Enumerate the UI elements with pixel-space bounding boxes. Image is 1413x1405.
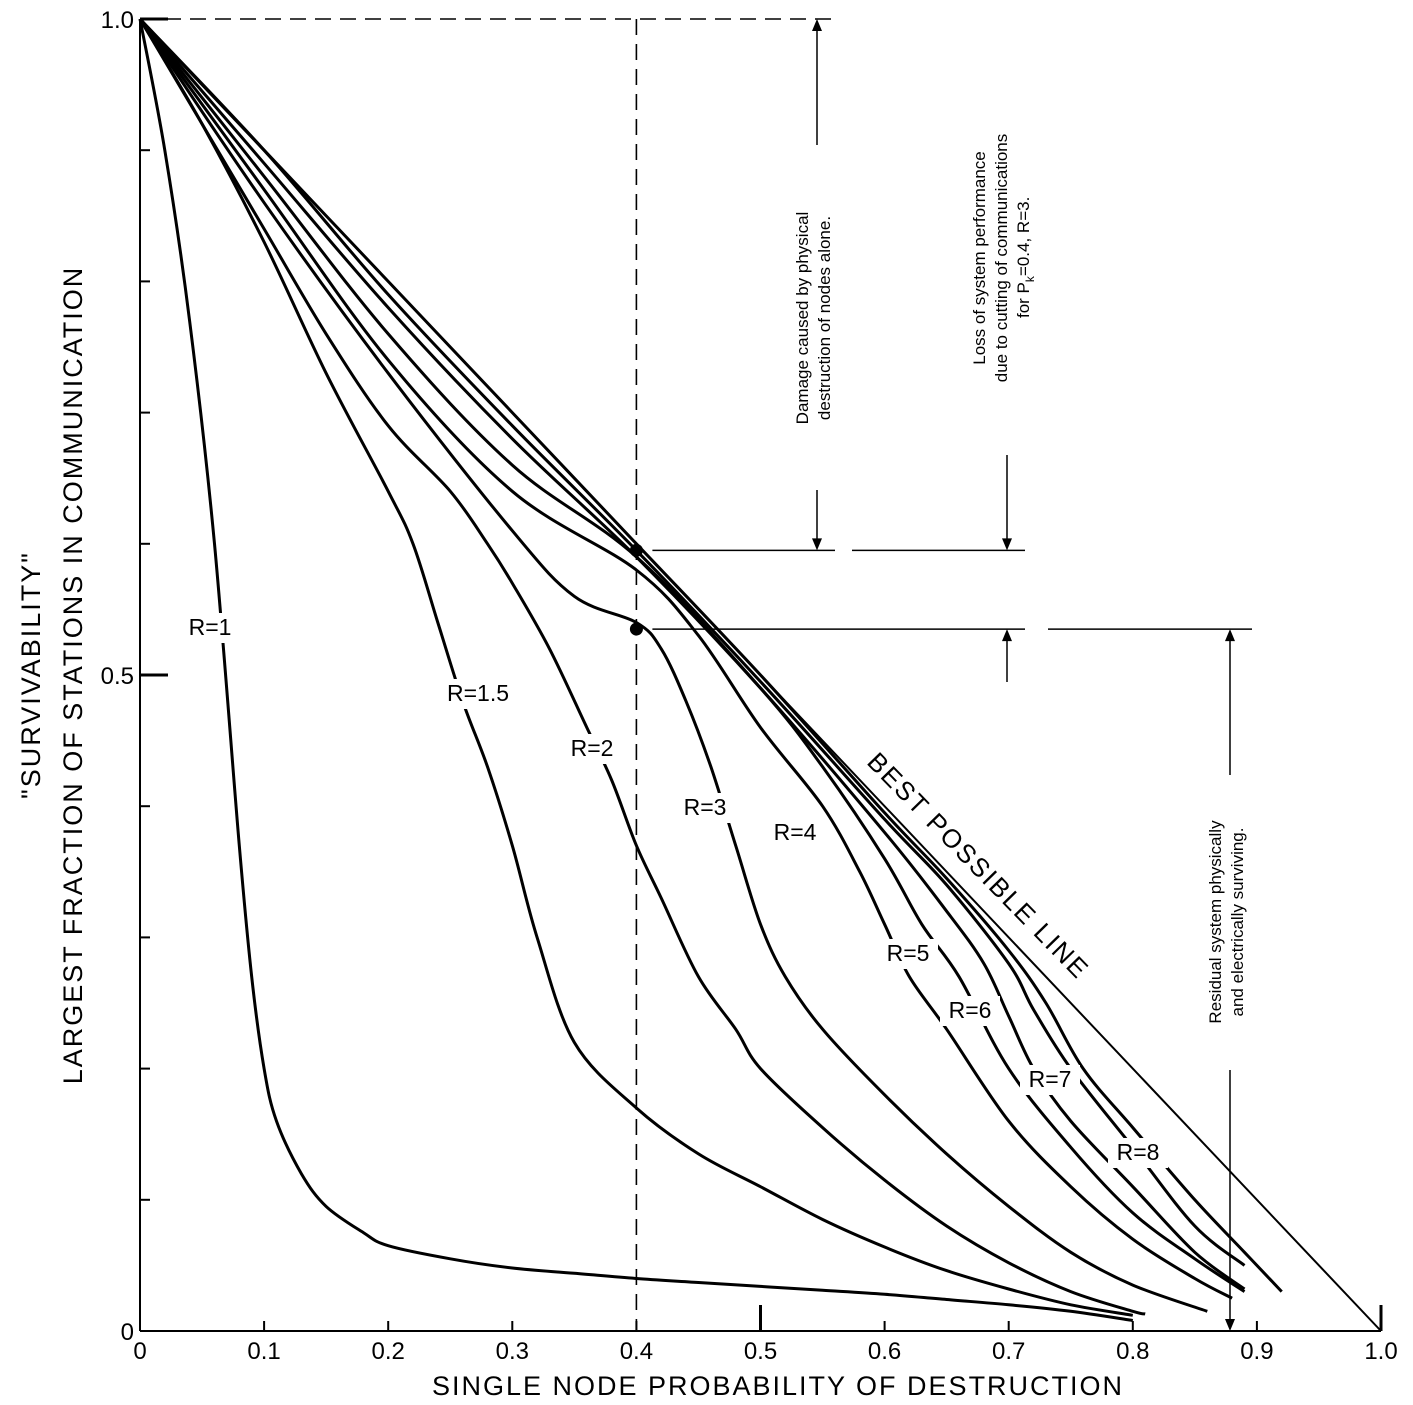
series-line-r-5 bbox=[138, 18, 1246, 1293]
series-label-bg bbox=[940, 996, 1000, 1026]
damage-arrow-head-bottom bbox=[812, 538, 822, 551]
x-tick-label: 0.6 bbox=[868, 1338, 901, 1365]
series-label-r-7: R=7 bbox=[1029, 1066, 1072, 1092]
series-label-r-5: R=5 bbox=[887, 940, 930, 966]
series-line-r-4 bbox=[138, 18, 1233, 1300]
x-tick-label: 0 bbox=[133, 1338, 146, 1365]
series-label-bg bbox=[878, 939, 938, 969]
series-label-bg bbox=[180, 613, 240, 643]
series-label-bg bbox=[448, 679, 508, 709]
residual-annotation: Residual system physically and electrical… bbox=[1206, 820, 1247, 1024]
series-label-r-1-5: R=1.5 bbox=[447, 680, 509, 706]
loss-arrow-head-bottom bbox=[1002, 629, 1012, 642]
series-label-r-8: R=8 bbox=[1117, 1139, 1160, 1165]
damage-annotation: Damage caused by physical destruction of … bbox=[793, 212, 834, 425]
series-line-r-7 bbox=[138, 17, 1246, 1267]
series-line-r-1 bbox=[138, 18, 1134, 1322]
damage-arrow-head-top bbox=[812, 19, 822, 31]
series-label-bg bbox=[1108, 1138, 1168, 1168]
loss-annotation-line: for Pk=0.4, R=3. bbox=[1014, 197, 1037, 318]
series-line-r-8 bbox=[138, 17, 1283, 1293]
x-tick-label: 0.1 bbox=[247, 1338, 280, 1365]
x-tick-label: 0.8 bbox=[1116, 1338, 1149, 1365]
series-line-r-1-5 bbox=[138, 18, 1134, 1317]
residual-arrow-head-bottom bbox=[1225, 1319, 1235, 1331]
y-tick-label: 0 bbox=[121, 1319, 134, 1346]
series-label-r-1: R=1 bbox=[189, 614, 232, 640]
series-line-r-6 bbox=[138, 18, 1246, 1291]
residual-annotation-line: and electrically surviving. bbox=[1228, 828, 1247, 1017]
series-label-bg bbox=[562, 734, 622, 764]
series-line-r-2 bbox=[138, 18, 1146, 1316]
y-tick-label: 0.5 bbox=[101, 663, 134, 690]
loss-annotation: Loss of system performance due to cutting… bbox=[970, 134, 1037, 383]
axes: 0 0.1 0.2 0.3 0.4 0.5 0.6 0.7 0.8 0.9 1.0 0 0.5 1.0 bbox=[101, 7, 1398, 1365]
series-label-bg bbox=[765, 818, 825, 848]
damage-annotation-line: destruction of nodes alone. bbox=[815, 216, 834, 420]
series-label-r-3: R=3 bbox=[684, 794, 727, 820]
series-label-bg bbox=[1020, 1065, 1080, 1095]
loss-annotation-line: Loss of system performance bbox=[970, 151, 989, 365]
y-axis-title-line2: LARGEST FRACTION OF STATIONS IN COMMUNIC… bbox=[58, 266, 88, 1085]
y-axis-title-line1: "SURVIVABILITY" bbox=[16, 551, 46, 799]
x-tick-label: 0.5 bbox=[744, 1338, 777, 1365]
series-label-bg bbox=[675, 793, 735, 823]
x-tick-label: 0.9 bbox=[1240, 1338, 1273, 1365]
x-tick-label: 0.7 bbox=[992, 1338, 1025, 1365]
loss-arrow-head-top bbox=[1002, 538, 1012, 551]
residual-annotation-line: Residual system physically bbox=[1206, 820, 1225, 1024]
series-label-r-2: R=2 bbox=[571, 735, 614, 761]
x-tick-label: 0.4 bbox=[620, 1338, 653, 1365]
y-tick-label: 1.0 bbox=[101, 7, 134, 34]
reference-lines bbox=[140, 18, 835, 1331]
loss-annotation-line: due to cutting of communications bbox=[992, 134, 1011, 383]
x-axis-title: SINGLE NODE PROBABILITY OF DESTRUCTION bbox=[432, 1371, 1124, 1401]
marked-point bbox=[629, 622, 643, 636]
x-tick-label: 0.2 bbox=[372, 1338, 405, 1365]
series-curves bbox=[138, 17, 1382, 1332]
series-label-r-4: R=4 bbox=[774, 819, 817, 845]
series-label-r-6: R=6 bbox=[949, 997, 992, 1023]
x-tick-label: 1.0 bbox=[1364, 1338, 1397, 1365]
annotations: Damage caused by physical destruction of … bbox=[652, 19, 1252, 1331]
damage-annotation-line: Damage caused by physical bbox=[793, 212, 812, 425]
x-tick-label: 0.3 bbox=[496, 1338, 529, 1365]
marked-point bbox=[629, 543, 643, 557]
residual-arrow-head-top bbox=[1225, 629, 1235, 642]
